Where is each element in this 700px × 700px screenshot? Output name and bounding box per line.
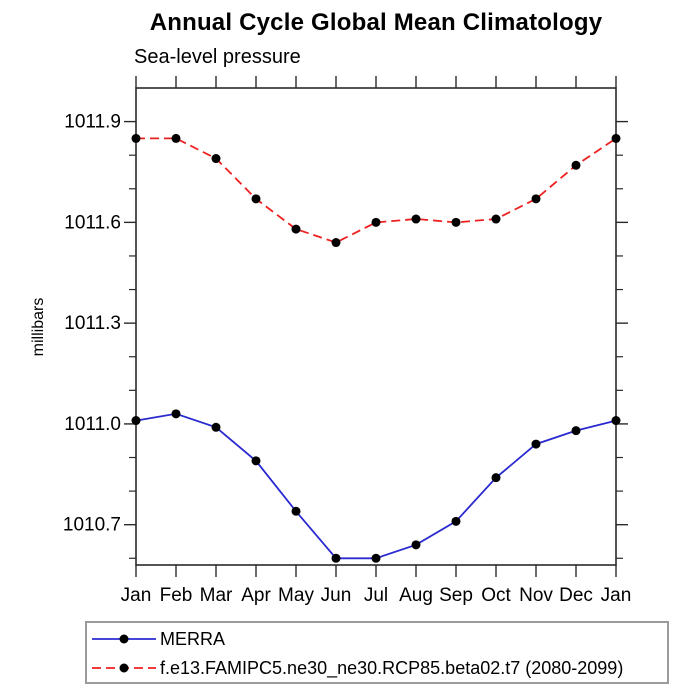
data-point-merra [291, 506, 301, 516]
data-point-model [211, 154, 221, 164]
data-point-model [331, 238, 341, 248]
data-point-merra [331, 553, 341, 563]
data-point-model [451, 217, 461, 227]
x-tick-label: Jun [321, 585, 352, 606]
data-point-model [251, 194, 261, 204]
data-point-merra [491, 473, 501, 483]
data-point-merra [411, 540, 421, 550]
data-point-merra [371, 553, 381, 563]
data-point-model [611, 133, 621, 143]
x-tick-label: Mar [200, 585, 233, 606]
data-point-merra [451, 516, 461, 526]
data-point-merra [251, 456, 261, 466]
legend-marker-merra [119, 634, 129, 644]
legend-item-model: f.e13.FAMIPC5.ne30_ne30.RCP85.beta02.t7 … [90, 658, 623, 678]
x-tick-label: Jan [121, 585, 152, 606]
data-point-merra [611, 416, 621, 426]
data-point-merra [571, 426, 581, 436]
series-line-model [136, 137, 617, 244]
legend-label: f.e13.FAMIPC5.ne30_ne30.RCP85.beta02.t7 … [160, 657, 624, 678]
data-point-merra [531, 439, 541, 449]
y-tick-label: 1010.7 [63, 515, 121, 536]
data-point-model [171, 133, 181, 143]
data-point-model [131, 133, 141, 143]
x-tick-label: Aug [399, 585, 433, 606]
legend-marker-model [119, 663, 129, 673]
y-tick-label: 1011.3 [64, 313, 121, 334]
chart-subtitle: Sea-level pressure [134, 46, 301, 68]
data-point-model [291, 224, 301, 234]
y-tick-label: 1011.0 [64, 414, 121, 435]
x-tick-label: Oct [481, 585, 511, 606]
plot-frame [135, 87, 617, 566]
legend-item-merra: MERRA [90, 629, 225, 649]
chart-title: Annual Cycle Global Mean Climatology [149, 9, 603, 36]
data-point-merra [131, 416, 141, 426]
x-tick-label: Sep [439, 585, 473, 606]
x-tick-label: Apr [241, 585, 271, 606]
y-tick-label: 1011.9 [64, 112, 121, 133]
data-point-model [371, 217, 381, 227]
x-tick-label: Nov [519, 585, 553, 606]
x-tick-label: Feb [160, 585, 193, 606]
x-tick-label: May [278, 585, 314, 606]
x-tick-label: Jul [364, 585, 388, 606]
x-tick-label: Dec [559, 585, 593, 606]
series-line-merra [135, 412, 617, 560]
data-point-merra [211, 422, 221, 432]
data-point-model [531, 194, 541, 204]
data-point-model [571, 160, 581, 170]
y-tick-label: 1011.6 [64, 212, 121, 233]
data-point-model [411, 214, 421, 224]
legend-line-sample-merra [92, 634, 156, 644]
data-point-merra [171, 409, 181, 419]
data-point-model [491, 214, 501, 224]
legend: MERRA f.e13.FAMIPC5.ne30_ne30.RCP85.beta… [85, 621, 669, 684]
legend-line-sample-model [92, 663, 156, 673]
x-tick-label: Jan [601, 585, 632, 606]
legend-label: MERRA [160, 628, 226, 649]
